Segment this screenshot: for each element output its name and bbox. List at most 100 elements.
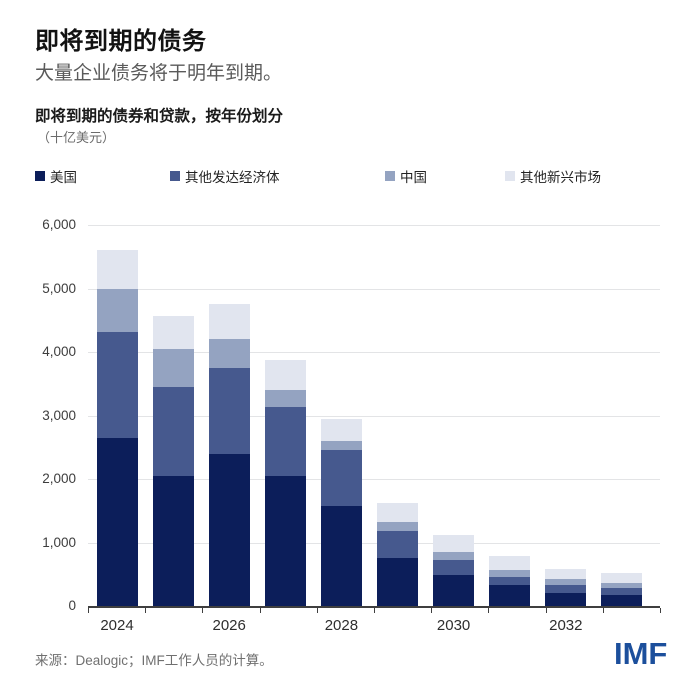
gridline <box>88 288 660 290</box>
x-axis-tick-label: 2028 <box>324 617 359 634</box>
legend-label: 其他新兴市场 <box>520 170 601 185</box>
x-axis-tick <box>202 608 204 613</box>
x-axis-tick <box>431 608 433 613</box>
legend-item: 其他发达经济体 <box>170 166 280 186</box>
y-axis-tick-label: 3,000 <box>42 407 76 423</box>
bar-segment <box>96 437 138 606</box>
bar-segment <box>489 569 531 577</box>
plot-area: 0 1,000 2,000 3,000 4,000 5,000 6,000 2024 2026 2… <box>42 217 661 634</box>
bar-2029 <box>377 503 418 606</box>
bar-segment <box>601 588 643 596</box>
bar-2033 <box>601 573 643 606</box>
bar-segment <box>320 440 362 451</box>
legend-swatch-icon <box>385 171 395 181</box>
bar-segment <box>489 585 531 606</box>
x-axis-tick <box>660 608 661 613</box>
x-axis-tick-label: 2032 <box>549 617 583 634</box>
gridline <box>88 352 660 353</box>
legend-item: 中国 <box>385 166 427 186</box>
bar-segment <box>601 573 643 584</box>
bar-2028 <box>320 418 362 606</box>
bar-segment <box>264 390 306 408</box>
gridline <box>88 225 660 226</box>
bar-segment <box>208 304 250 340</box>
bar-segment <box>377 531 418 558</box>
page-title: 即将到期的债务 <box>35 28 207 55</box>
bar-segment <box>377 557 418 606</box>
bar-segment <box>545 578 587 586</box>
bar-segment <box>320 418 362 441</box>
y-axis-tick-label: 2,000 <box>42 471 76 486</box>
legend-swatch-icon <box>170 171 180 181</box>
gridline <box>88 542 660 544</box>
bar-segment <box>152 348 194 387</box>
bar-segment <box>320 450 362 506</box>
bar-segment <box>489 555 531 570</box>
legend: 美国 其他发达经济体 中国 其他新兴市场 <box>0 166 700 186</box>
page-subtitle: 大量企业债务将于明年到期。 <box>35 63 283 84</box>
legend-label: 中国 <box>400 170 427 185</box>
bar-segment <box>489 576 531 586</box>
bar-segment <box>601 595 643 606</box>
x-axis-tick <box>316 608 318 613</box>
bar-segment <box>545 569 587 579</box>
bar-segment <box>152 475 194 606</box>
bar-segment <box>264 476 306 606</box>
bar-2026 <box>208 304 250 606</box>
legend-label: 其他发达经济体 <box>185 170 280 185</box>
x-axis-tick-label: 2024 <box>100 617 134 634</box>
bar-segment <box>152 386 194 476</box>
x-axis-tick <box>88 608 89 613</box>
x-axis-tick <box>602 608 604 613</box>
x-axis-tick <box>488 608 490 613</box>
legend-label: 美国 <box>50 170 77 185</box>
bar-segment <box>433 552 475 560</box>
x-axis-tick <box>545 608 547 613</box>
legend-swatch-icon <box>505 171 515 181</box>
bar-segment <box>264 407 306 477</box>
bar-segment <box>545 592 587 606</box>
bar-segment <box>601 583 643 589</box>
bar-segment <box>377 522 418 532</box>
y-axis-tick-label: 5,000 <box>42 280 76 296</box>
gridline <box>88 479 660 480</box>
legend-item: 其他新兴市场 <box>505 166 601 186</box>
x-axis-tick <box>374 608 375 613</box>
bar-segment <box>96 249 138 289</box>
y-axis-tick-label: 1,000 <box>42 534 76 550</box>
x-axis-tick <box>259 608 261 613</box>
y-axis-tick-label: 0 <box>68 598 76 613</box>
bar-segment <box>545 585 587 593</box>
bar-segment <box>96 331 138 438</box>
x-axis-tick-label: 2026 <box>212 617 246 634</box>
bar-segment <box>433 574 475 606</box>
x-axis-tick-label: 2030 <box>436 617 471 634</box>
x-axis-tick <box>145 608 147 613</box>
bar-segment <box>208 339 250 368</box>
bar-segment <box>96 288 138 332</box>
source-note: 来源：Dealogic；IMF工作人员的计算。 <box>35 653 273 668</box>
bar-segment <box>208 453 250 606</box>
legend-item: 美国 <box>35 166 77 186</box>
gridline <box>88 415 660 417</box>
bar-segment <box>320 505 362 606</box>
bar-2032 <box>545 569 587 606</box>
bar-segment <box>433 534 475 553</box>
chart-unit-label: （十亿美元） <box>37 130 116 145</box>
bar-2031 <box>489 555 531 606</box>
bar-segment <box>152 315 194 349</box>
bar-segment <box>377 503 418 523</box>
legend-swatch-icon <box>35 171 45 181</box>
y-axis-tick-label: 4,000 <box>42 344 76 359</box>
bar-segment <box>264 360 306 391</box>
chart-title: 即将到期的债券和贷款，按年份划分 <box>35 108 284 125</box>
bar-2025 <box>152 315 194 606</box>
bar-2024 <box>96 249 138 606</box>
imf-logo: IMF <box>614 636 668 671</box>
bar-2027 <box>264 360 306 606</box>
bar-segment <box>208 367 250 454</box>
bar-2030 <box>433 534 475 606</box>
y-axis-tick-label: 6,000 <box>42 217 76 232</box>
bar-segment <box>433 559 475 575</box>
